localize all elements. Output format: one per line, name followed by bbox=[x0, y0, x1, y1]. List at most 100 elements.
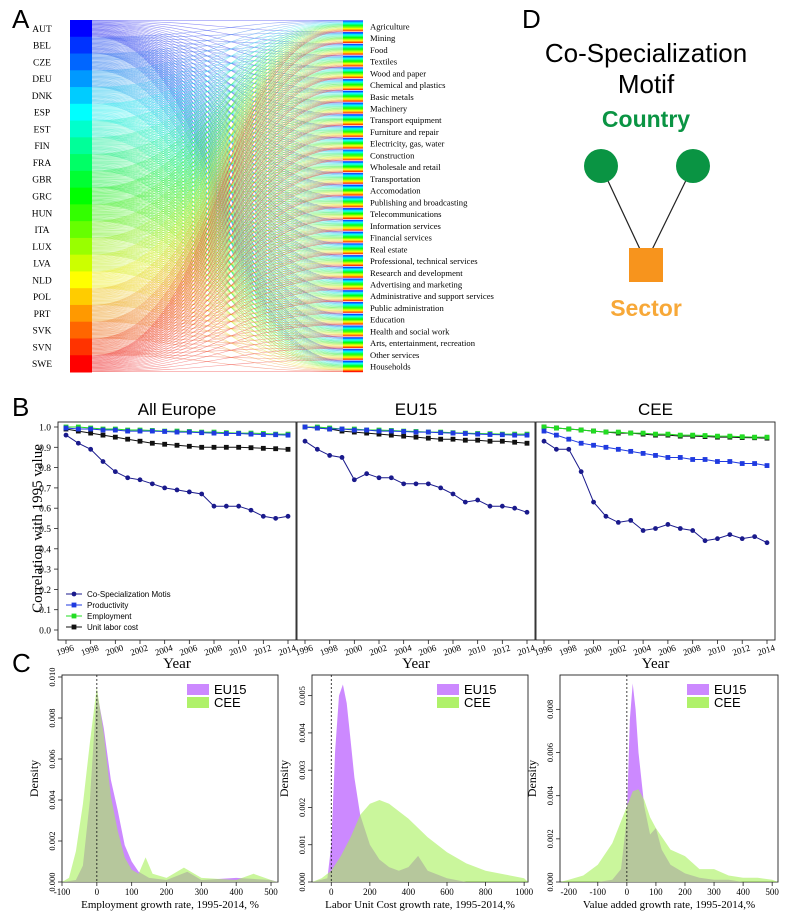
sector-bar-segment bbox=[343, 299, 363, 301]
flow-link bbox=[91, 54, 344, 357]
sector-bar-segment bbox=[343, 101, 363, 102]
sector-bar-segment bbox=[343, 221, 363, 223]
country-bar-esp bbox=[70, 103, 92, 122]
legend-label: EU15 bbox=[214, 682, 247, 697]
flow-link bbox=[91, 289, 344, 369]
sector-bar-segment bbox=[343, 252, 363, 254]
sector-bar-segment bbox=[343, 25, 363, 27]
sector-bar-segment bbox=[343, 116, 363, 117]
series-point bbox=[125, 428, 131, 434]
sector-bar-segment bbox=[343, 173, 363, 174]
sector-bar-segment bbox=[343, 293, 363, 295]
series-point bbox=[137, 477, 143, 483]
sector-bar-segment bbox=[343, 323, 363, 325]
flow-link bbox=[91, 51, 344, 274]
sector-bar-segment bbox=[343, 323, 363, 325]
series-point bbox=[702, 433, 708, 438]
sector-bar-segment bbox=[343, 209, 363, 211]
sector-bar-segment bbox=[343, 226, 363, 228]
sector-bar-segment bbox=[343, 141, 363, 143]
flow-link bbox=[91, 217, 344, 332]
flow-link bbox=[91, 25, 344, 172]
sector-bar-segment bbox=[343, 135, 363, 137]
flow-link bbox=[91, 48, 344, 173]
sector-bar-segment bbox=[343, 293, 363, 294]
flow-link bbox=[91, 123, 344, 327]
sector-bar-segment bbox=[343, 45, 363, 47]
sector-bar-segment bbox=[343, 259, 363, 261]
series-point bbox=[541, 438, 547, 444]
series-point bbox=[186, 489, 192, 495]
flow-link bbox=[91, 73, 344, 208]
sector-bar-segment bbox=[343, 171, 363, 173]
sector-bar-segment bbox=[343, 325, 363, 327]
flow-link bbox=[91, 60, 344, 174]
flow-link bbox=[91, 206, 344, 331]
flow-link bbox=[91, 195, 344, 364]
flow-link bbox=[91, 23, 344, 122]
series-point bbox=[413, 434, 419, 440]
sector-label: Wood and paper bbox=[370, 68, 426, 78]
sector-bar-segment bbox=[343, 27, 363, 29]
sector-bar-segment bbox=[343, 353, 363, 354]
sector-label: Electricity, gas, water bbox=[370, 139, 445, 149]
flow-link bbox=[91, 59, 344, 140]
sector-bar-segment bbox=[343, 57, 363, 59]
density-area-eu15 bbox=[312, 684, 528, 882]
country-label: GBR bbox=[32, 176, 52, 186]
sector-bar-segment bbox=[343, 241, 363, 243]
sector-bar-segment bbox=[343, 237, 363, 239]
sector-bar-segment bbox=[343, 328, 363, 330]
flow-link bbox=[91, 241, 344, 333]
sector-bar-segment bbox=[343, 166, 363, 168]
sector-bar-segment bbox=[343, 363, 363, 364]
series-point bbox=[677, 526, 683, 531]
sector-bar-segment bbox=[343, 61, 363, 63]
sector-bar-segment bbox=[343, 70, 363, 72]
country-label: LUX bbox=[32, 243, 52, 253]
sector-bar-segment bbox=[343, 217, 363, 219]
flow-link bbox=[91, 61, 344, 207]
flow-link bbox=[91, 146, 344, 295]
sector-bar-segment bbox=[343, 90, 363, 92]
sector-bar-segment bbox=[343, 123, 363, 125]
series-point bbox=[690, 457, 696, 462]
country-label: SWE bbox=[32, 360, 52, 370]
flow-link bbox=[91, 21, 344, 44]
sector-bar-segment bbox=[343, 339, 363, 341]
legend-label: Unit labor cost bbox=[87, 623, 139, 632]
sector-bar-segment bbox=[343, 39, 363, 41]
sector-label: Telecommunications bbox=[370, 209, 442, 219]
sector-bar-segment bbox=[343, 81, 363, 83]
y-tick-label: 0.6 bbox=[39, 505, 51, 515]
flow-link bbox=[91, 58, 344, 107]
sector-bar-segment bbox=[343, 343, 363, 345]
series-point bbox=[63, 432, 69, 438]
y-tick-label: 0.000 bbox=[545, 872, 555, 891]
sector-bar-segment bbox=[343, 233, 363, 235]
series-point bbox=[388, 475, 394, 481]
series-point bbox=[100, 459, 106, 464]
sector-bar-segment bbox=[343, 82, 363, 84]
sector-bar-segment bbox=[343, 128, 363, 130]
sector-label: Food bbox=[370, 45, 388, 55]
flow-link bbox=[91, 64, 344, 308]
plot-frame bbox=[57, 421, 297, 641]
flow-link bbox=[91, 83, 344, 175]
series-point bbox=[615, 520, 621, 525]
sector-bar-segment bbox=[343, 274, 363, 275]
sector-bar-segment bbox=[343, 124, 363, 126]
sector-label: Information services bbox=[370, 221, 442, 231]
sector-bar-segment bbox=[343, 147, 363, 149]
flow-link bbox=[91, 39, 344, 239]
sector-bar-segment bbox=[343, 99, 363, 101]
sector-bar-segment bbox=[343, 197, 363, 199]
sector-bar-segment bbox=[343, 84, 363, 86]
sector-bar-segment bbox=[343, 233, 363, 235]
sector-bar-segment bbox=[343, 203, 363, 205]
sector-bar-segment bbox=[343, 227, 363, 229]
sector-bar-segment bbox=[343, 369, 363, 371]
sector-bar-segment bbox=[343, 274, 363, 276]
sector-bar-segment bbox=[343, 311, 363, 312]
sector-bar-segment bbox=[343, 169, 363, 171]
